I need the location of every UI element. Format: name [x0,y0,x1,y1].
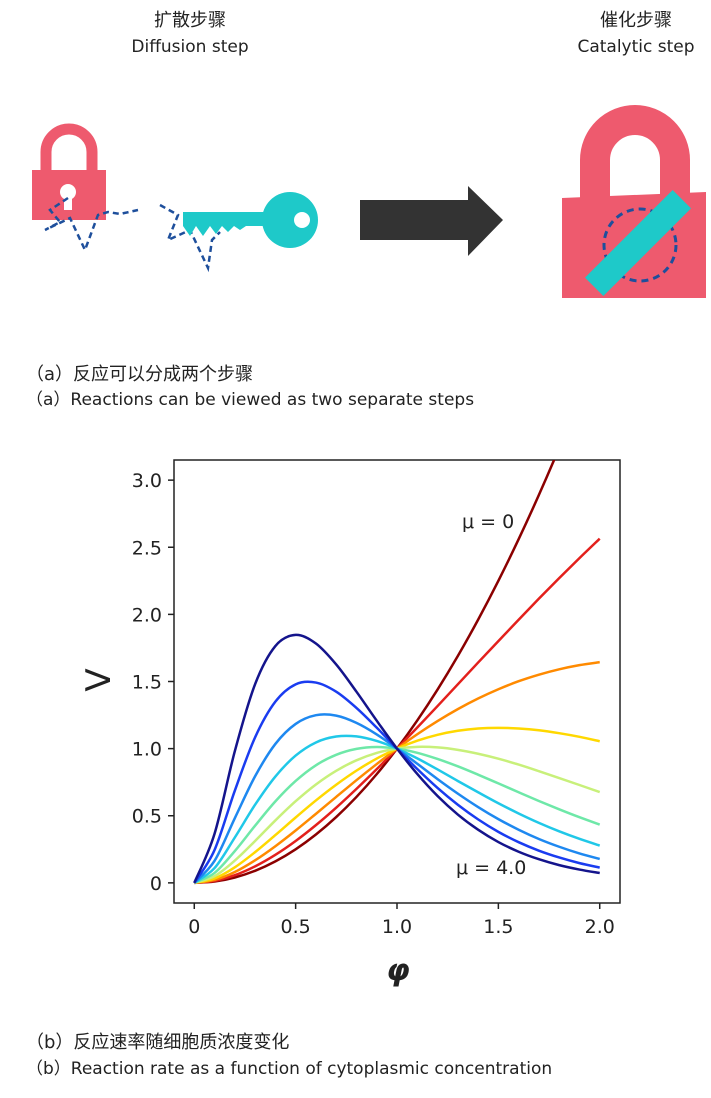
y-tick-label: 2.5 [132,537,162,559]
y-tick-label: 0 [150,873,162,895]
x-tick-label: 1.5 [483,916,513,938]
caption: （a）Reactions can be viewed as two separa… [26,390,474,410]
caption: （b）反应速率随细胞质浓度变化 [26,1032,289,1053]
annotation: μ = 4.0 [456,857,526,879]
label: Catalytic step [577,37,694,57]
caption: （a）反应可以分成两个步骤 [26,364,253,385]
y-tick-label: 1.0 [132,739,162,761]
y-tick-label: 1.5 [132,672,162,694]
diffusion-path [44,196,139,254]
y-tick-label: 0.5 [132,806,162,828]
big-lock [562,105,706,298]
curve [193,745,601,885]
x-tick-label: 0 [188,916,200,938]
x-tick-label: 0.5 [281,916,311,938]
x-tick-label: 2.0 [585,916,615,938]
small-lock [32,123,106,220]
curve [194,537,601,885]
label: 催化步骤 [600,10,672,31]
y-tick-label: 2.0 [132,604,162,626]
y-axis-label: V [79,668,119,691]
x-axis-label: φ [386,953,409,988]
label: Diffusion step [131,37,248,57]
plot-area [193,460,601,885]
y-tick-label: 3.0 [132,470,162,492]
curve [193,633,600,884]
label: 扩散步骤 [154,10,226,31]
arrow [360,186,503,256]
curve [193,745,601,885]
x-tick-label: 1.0 [382,916,412,938]
caption: （b）Reaction rate as a function of cytopl… [26,1059,552,1079]
key [183,192,318,248]
annotation: μ = 0 [462,511,514,533]
plot-frame [173,459,621,904]
